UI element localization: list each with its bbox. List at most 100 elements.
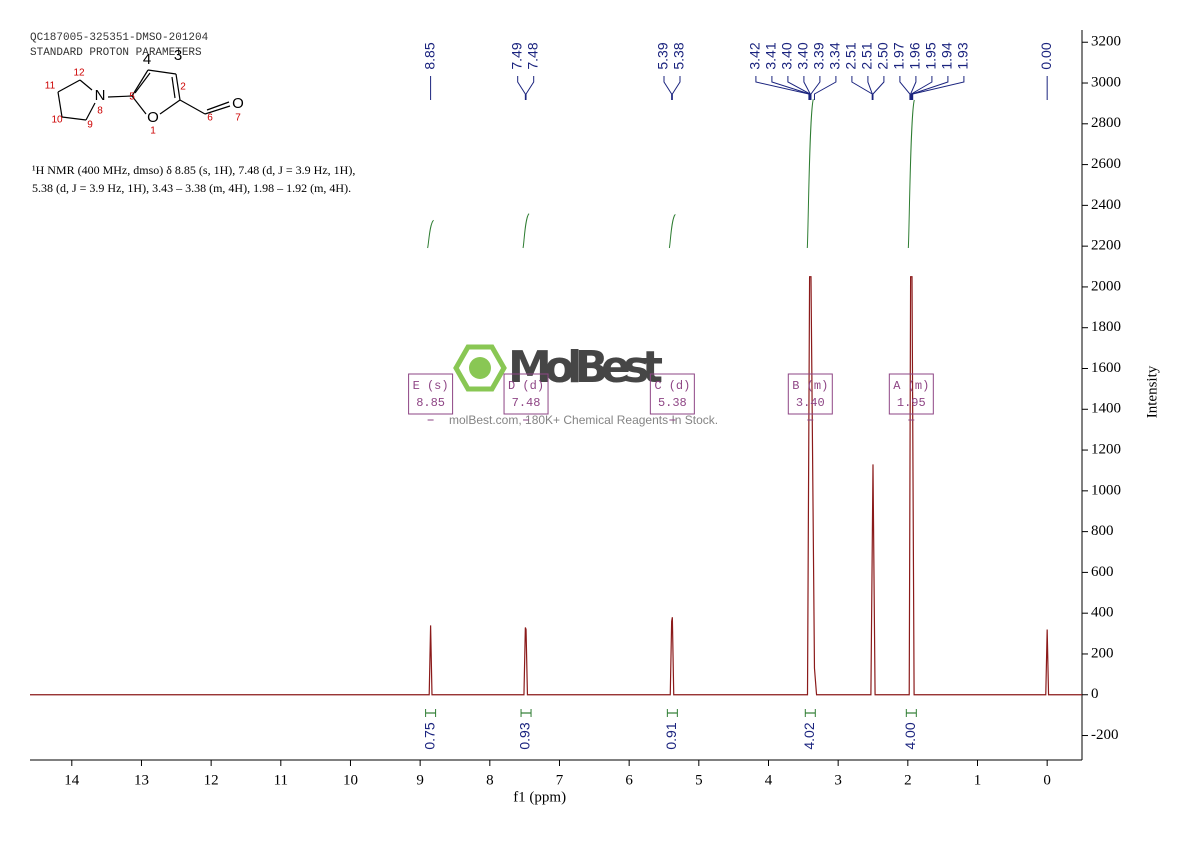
peak-label: 2.51 xyxy=(843,42,859,69)
watermark-brand: MolBest xyxy=(508,342,663,393)
multiplet-shift: 7.48 xyxy=(512,396,541,410)
peak-connector xyxy=(910,76,933,100)
peak-label: 2.50 xyxy=(875,42,891,69)
integral-curve xyxy=(806,99,814,249)
multiplet-label: D (d) xyxy=(508,379,544,393)
x-tick-label: 7 xyxy=(556,772,564,788)
y-tick-label: 0 xyxy=(1091,686,1099,702)
multiplet-shift: 3.40 xyxy=(796,396,825,410)
multiplet-label: A (m) xyxy=(893,379,929,393)
peak-connector xyxy=(663,76,673,100)
integral-curve xyxy=(907,99,915,249)
peak-connector xyxy=(810,76,821,100)
peak-label: 3.42 xyxy=(747,42,763,69)
atom-label: 6 xyxy=(207,113,213,124)
integral-label: 0.75 xyxy=(421,722,437,749)
atom-label: 11 xyxy=(45,81,56,92)
x-tick-label: 6 xyxy=(625,772,633,788)
atom-label: O xyxy=(147,109,159,126)
y-tick-label: 1600 xyxy=(1091,360,1121,376)
peak-label: 1.96 xyxy=(907,42,923,69)
watermark: MolBest molBest.com, 180K+ Chemical Reage… xyxy=(449,342,718,427)
peak-connector xyxy=(517,76,526,100)
peak-label: 7.49 xyxy=(508,42,524,69)
y-tick-label: 1000 xyxy=(1091,482,1121,498)
atom-label: 5 xyxy=(129,92,135,103)
multiplet-box xyxy=(649,373,695,415)
peak-label: 1.95 xyxy=(923,42,939,69)
structure-bonds xyxy=(57,69,231,121)
logo xyxy=(453,344,507,392)
multiplet-box xyxy=(888,373,934,415)
x-tick-label: 11 xyxy=(274,772,288,788)
y-tick-label: 2600 xyxy=(1091,156,1121,172)
atom-label: 12 xyxy=(73,68,85,79)
atom-label: O xyxy=(232,95,244,112)
multiplet-label: B (m) xyxy=(792,379,828,393)
y-tick-label: 1800 xyxy=(1091,319,1121,335)
peak-label: 5.38 xyxy=(671,42,687,69)
peak-connector xyxy=(755,76,810,100)
y-tick-label: 1200 xyxy=(1091,441,1121,457)
y-tick-label: 2800 xyxy=(1091,115,1121,131)
peak-connector xyxy=(851,76,873,100)
integral-label: 4.02 xyxy=(801,722,817,749)
peak-connector xyxy=(910,76,917,100)
peak-label: 5.39 xyxy=(655,42,671,69)
atom-label: 10 xyxy=(51,115,63,126)
y-tick-label: 2200 xyxy=(1091,238,1121,254)
integral-label: 4.00 xyxy=(902,722,918,749)
peak-label: 0.00 xyxy=(1038,42,1054,69)
atom-label: 9 xyxy=(87,120,93,131)
peak-label: 1.93 xyxy=(955,42,971,69)
multiplet-shift: 1.95 xyxy=(897,396,926,410)
peak-connector xyxy=(899,76,911,100)
peak-label: 8.85 xyxy=(421,42,437,69)
x-tick-label: 3 xyxy=(834,772,842,788)
x-tick-label: 14 xyxy=(64,772,80,788)
y-tick-label: 2000 xyxy=(1091,278,1121,294)
multiplet-shift: 5.38 xyxy=(658,396,687,410)
atom-label: 4 xyxy=(143,51,151,68)
atom-label: 7 xyxy=(235,113,241,124)
x-tick-label: 10 xyxy=(343,772,358,788)
x-tick-label: 0 xyxy=(1043,772,1051,788)
peak-connector xyxy=(671,76,681,100)
x-axis-label: f1 (ppm) xyxy=(513,789,566,805)
x-tick-label: 9 xyxy=(416,772,424,788)
logo-core xyxy=(469,357,491,379)
peak-label: 7.48 xyxy=(524,42,540,69)
x-tick-label: 12 xyxy=(204,772,219,788)
peak-label: 3.39 xyxy=(811,42,827,69)
atom-label: 8 xyxy=(97,106,103,117)
x-tick-label: 1 xyxy=(974,772,982,788)
y-tick-label: -200 xyxy=(1091,727,1119,743)
peak-label: 3.34 xyxy=(827,42,843,69)
x-tick-label: 2 xyxy=(904,772,912,788)
x-tick-label: 4 xyxy=(765,772,773,788)
peak-connector xyxy=(803,76,811,100)
description-line: 5.38 (d, J = 3.9 Hz, 1H), 3.43 – 3.38 (m… xyxy=(32,181,351,195)
watermark-tagline: molBest.com, 180K+ Chemical Reagents In … xyxy=(449,413,718,427)
method: STANDARD PROTON PARAMETERS xyxy=(30,47,202,59)
y-tick-label: 3200 xyxy=(1091,34,1121,50)
y-axis-label: Intensity xyxy=(1144,365,1160,418)
integral-curve xyxy=(522,213,530,249)
peak-label: 3.40 xyxy=(795,42,811,69)
peak-label: 1.97 xyxy=(891,42,907,69)
y-tick-label: 3000 xyxy=(1091,74,1121,90)
peak-label: 2.51 xyxy=(859,42,875,69)
x-tick-label: 8 xyxy=(486,772,494,788)
peak-label: 3.40 xyxy=(779,42,795,69)
atom-label: 1 xyxy=(150,126,156,137)
peak-connector xyxy=(872,76,885,100)
y-tick-label: 600 xyxy=(1091,564,1114,580)
atom-label: 2 xyxy=(180,82,186,93)
x-tick-label: 5 xyxy=(695,772,703,788)
y-tick-label: 1400 xyxy=(1091,401,1121,417)
sample-id: QC187005-325351-DMSO-201204 xyxy=(30,32,209,44)
integral-curve xyxy=(427,219,434,249)
peak-connector xyxy=(911,76,949,100)
integral-curve xyxy=(668,213,676,249)
multiplet-shift: 8.85 xyxy=(416,396,445,410)
